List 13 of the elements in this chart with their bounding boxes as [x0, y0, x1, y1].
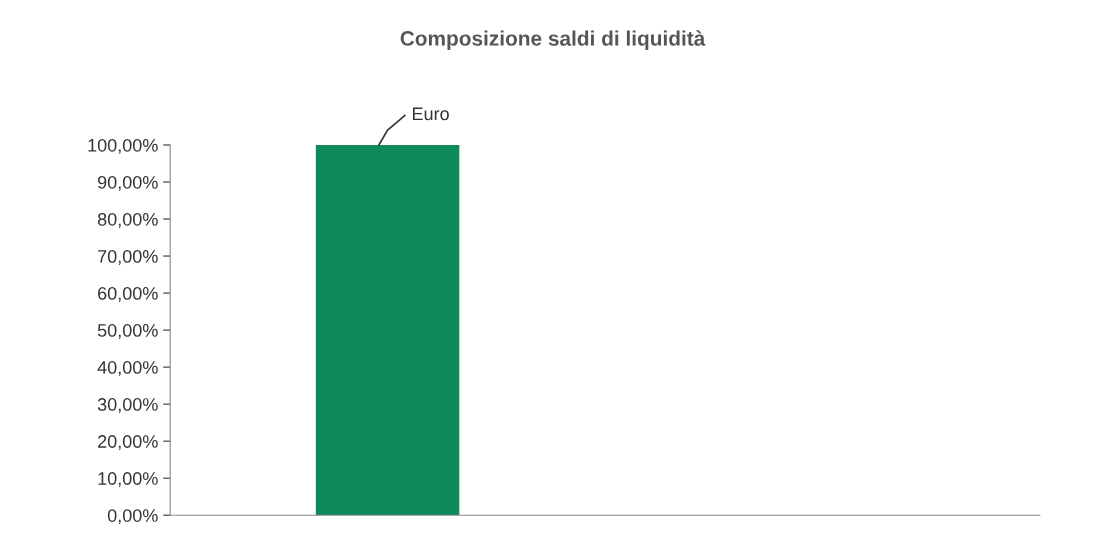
- y-tick-label: 70,00%: [98, 249, 158, 265]
- y-tick-label: 0,00%: [107, 509, 158, 525]
- chart-title: Composizione saldi di liquidità: [400, 30, 706, 50]
- series-label: Euro: [412, 107, 449, 121]
- y-tick-label: 60,00%: [98, 287, 158, 302]
- y-tick-label: 30,00%: [97, 398, 158, 413]
- y-tick-label: 90,00%: [97, 175, 158, 191]
- y-tick-label: 80,00%: [97, 212, 158, 228]
- y-tick-label: 20,00%: [98, 435, 158, 451]
- y-tick-label: 100,00%: [88, 138, 158, 154]
- y-tick-label: 50,00%: [97, 324, 158, 339]
- y-tick-label: 40,00%: [97, 361, 158, 376]
- y-tick-label: 10,00%: [98, 472, 158, 488]
